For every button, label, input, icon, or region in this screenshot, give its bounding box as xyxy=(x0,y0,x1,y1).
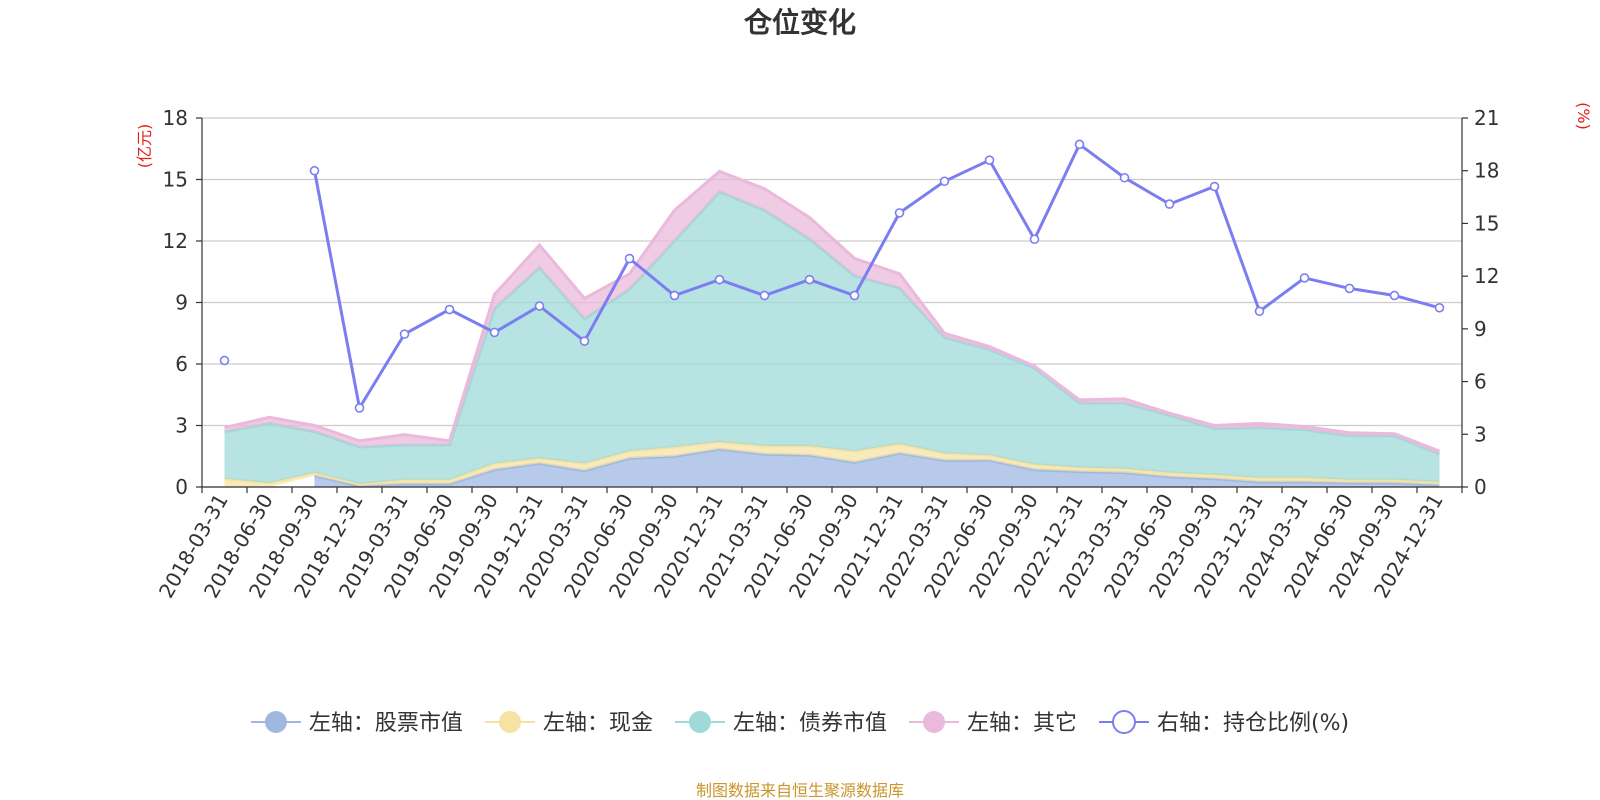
ratio-point xyxy=(939,176,950,187)
area-fill xyxy=(224,441,1440,487)
right-tick-label: 21 xyxy=(1474,106,1499,130)
legend-circle-icon xyxy=(498,711,521,733)
right-axis-unit: (%) xyxy=(1574,102,1593,130)
right-tick-label: 15 xyxy=(1474,211,1499,235)
legend-circle-icon xyxy=(688,711,711,733)
chart-title: 仓位变化 xyxy=(744,6,856,39)
ratio-point xyxy=(759,290,770,301)
left-tick-label: 3 xyxy=(175,414,188,438)
right-tick-label: 0 xyxy=(1474,475,1487,499)
ratio-point xyxy=(669,290,680,301)
right-tick-label: 18 xyxy=(1474,159,1499,183)
legend-hollow-circle-icon xyxy=(1111,710,1136,734)
ratio-point xyxy=(354,403,365,413)
legend-label: 左轴：债券市值 xyxy=(733,711,887,736)
right-tick-label: 3 xyxy=(1474,422,1487,446)
ratio-point xyxy=(1389,290,1400,301)
ratio-point xyxy=(1344,283,1355,294)
right-tick-label: 6 xyxy=(1474,370,1487,394)
left-tick-label: 12 xyxy=(163,229,188,253)
right-tick-label: 9 xyxy=(1474,317,1487,341)
ratio-point xyxy=(1164,199,1175,209)
area-fill xyxy=(224,191,1440,484)
ratio-point xyxy=(1434,302,1445,313)
ratio-point xyxy=(804,274,815,285)
left-tick-label: 6 xyxy=(175,352,188,376)
ratio-point xyxy=(1254,306,1265,317)
right-tick-label: 12 xyxy=(1474,264,1499,288)
legend-label: 左轴：其它 xyxy=(967,711,1077,736)
ratio-point xyxy=(489,327,500,338)
ratio-point xyxy=(894,208,905,218)
ratio-point xyxy=(534,301,545,311)
ratio-point xyxy=(714,274,725,285)
area-fill xyxy=(314,449,1440,487)
ratio-point xyxy=(219,355,230,366)
legend-label: 左轴：现金 xyxy=(543,711,653,736)
stacked-areas xyxy=(224,169,1441,488)
left-tick-label: 15 xyxy=(163,168,188,192)
left-tick-label: 18 xyxy=(163,106,188,130)
ratio-point xyxy=(309,165,320,176)
legend: 左轴：股票市值 左轴：现金 左轴：债券市值 左轴：其它 右轴：持仓比例(%) xyxy=(250,710,1349,736)
ratio-point xyxy=(849,290,860,301)
area-edge xyxy=(224,169,1441,453)
ratio-point xyxy=(399,329,410,339)
legend-item: 左轴：现金 xyxy=(484,711,653,736)
data-source-note: 制图数据来自恒生聚源数据库 xyxy=(696,781,904,800)
left-tick-label: 0 xyxy=(175,475,188,499)
legend-label: 左轴：股票市值 xyxy=(309,711,463,736)
ratio-point xyxy=(1074,139,1085,150)
legend-item: 左轴：其它 xyxy=(908,711,1077,736)
ratio-point xyxy=(1029,234,1040,245)
legend-item: 右轴：持仓比例(%) xyxy=(1098,710,1349,736)
ratio-point xyxy=(1209,181,1220,192)
legend-circle-icon xyxy=(922,711,945,733)
legend-label: 右轴：持仓比例(%) xyxy=(1157,711,1349,736)
ratio-point xyxy=(444,304,455,315)
left-axis-unit: (亿元) xyxy=(135,124,154,169)
ratio-line xyxy=(219,139,1445,413)
ratio-point xyxy=(1299,273,1310,283)
legend-item: 左轴：债券市值 xyxy=(674,711,887,736)
ratio-line-path xyxy=(313,142,1440,410)
legend-circle-icon xyxy=(264,711,287,733)
ratio-point xyxy=(579,336,590,346)
legend-item: 左轴：股票市值 xyxy=(250,711,463,736)
left-tick-label: 9 xyxy=(175,291,188,315)
ratio-point xyxy=(624,253,635,264)
ratio-point xyxy=(1119,172,1130,183)
ratio-point xyxy=(984,155,995,165)
